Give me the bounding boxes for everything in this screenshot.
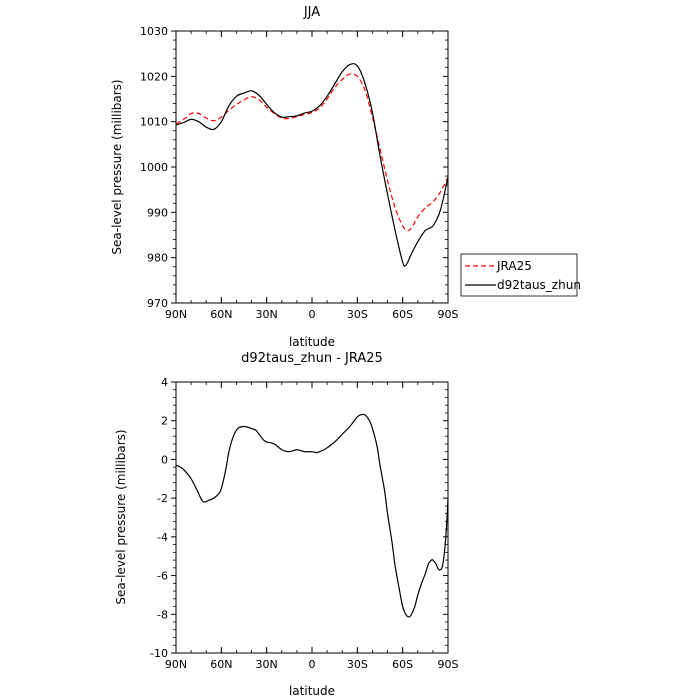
bottom-chart-title: d92taus_zhun - JRA25 [241, 351, 383, 366]
bottom-y-tick-label-3: -4 [157, 531, 168, 544]
bottom-series-lines [175, 413, 449, 618]
bottom-y-tick-labels: -10 -8 -6 -4 -2 0 2 4 [150, 376, 168, 660]
bottom-y-tick-label-6: 2 [161, 415, 168, 428]
bottom-plot-frame [175, 381, 449, 654]
legend-box [460, 253, 578, 297]
bottom-y-axis-label: Sea-level pressure (millibars) [114, 429, 128, 604]
top-x-tick-label-1: 60N [210, 308, 232, 321]
top-series-line-jra25 [175, 73, 449, 232]
top-y-axis-label: Sea-level pressure (millibars) [110, 79, 124, 254]
legend-label-d92taus-zhun: d92taus_zhun [497, 278, 581, 292]
top-x-tick-label-0: 90N [165, 308, 187, 321]
top-series-lines [175, 63, 449, 267]
top-y-tick-label-4: 1010 [140, 116, 168, 129]
top-x-tick-label-6: 90S [438, 308, 459, 321]
bottom-y-tick-label-7: 4 [161, 376, 168, 389]
bottom-y-tick-label-5: 0 [161, 453, 168, 466]
top-y-tick-label-2: 990 [147, 206, 168, 219]
top-y-tick-label-3: 1000 [140, 161, 168, 174]
bottom-x-tick-label-2: 30N [256, 658, 278, 671]
top-x-tick-label-3: 0 [309, 308, 316, 321]
top-y-tick-label-6: 1030 [140, 25, 168, 38]
bottom-x-tick-label-1: 60N [210, 658, 232, 671]
bottom-tick-marks [171, 381, 449, 654]
bottom-x-tick-labels: 90N 60N 30N 0 30S 60S 90S [165, 658, 459, 671]
top-series-line-d92taus-zhun [175, 63, 449, 267]
bottom-x-axis-label: latitude [289, 684, 335, 698]
bottom-x-tick-label-4: 30S [347, 658, 368, 671]
legend-label-jra25: JRA25 [496, 259, 532, 273]
top-y-tick-label-1: 980 [147, 252, 168, 265]
bottom-panel: d92taus_zhun - JRA25 90N 60N 30N 0 30S 60S 90S… [114, 351, 459, 698]
top-y-tick-labels: 970 980 990 1000 1010 1020 1030 [140, 25, 168, 310]
top-x-tick-label-2: 30N [256, 308, 278, 321]
bottom-y-tick-label-4: -2 [157, 492, 168, 505]
top-x-axis-label: latitude [289, 335, 335, 349]
legend: JRA25 d92taus_zhun [460, 253, 581, 297]
top-y-tick-label-0: 970 [147, 297, 168, 310]
top-panel: JJA 90N 60N 30N 0 30S 60S 90S 970 980 990 1000 101… [110, 5, 459, 349]
top-x-tick-label-5: 60S [392, 308, 413, 321]
bottom-x-tick-label-3: 0 [309, 658, 316, 671]
top-y-tick-label-5: 1020 [140, 70, 168, 83]
bottom-x-tick-label-6: 90S [438, 658, 459, 671]
top-chart-title: JJA [303, 5, 320, 20]
top-tick-marks [171, 30, 449, 304]
bottom-x-tick-label-5: 60S [392, 658, 413, 671]
bottom-y-tick-label-2: -6 [157, 570, 168, 583]
top-x-tick-label-4: 30S [347, 308, 368, 321]
bottom-y-tick-label-1: -8 [157, 608, 168, 621]
bottom-series-line-difference [175, 413, 449, 618]
bottom-y-tick-label-0: -10 [150, 647, 168, 660]
top-x-tick-labels: 90N 60N 30N 0 30S 60S 90S [165, 308, 459, 321]
bottom-x-tick-label-0: 90N [165, 658, 187, 671]
